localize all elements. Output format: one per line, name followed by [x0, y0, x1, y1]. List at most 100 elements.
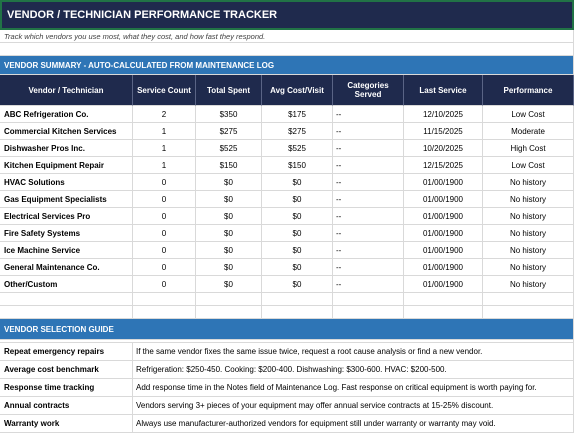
- blank-cell: [0, 306, 133, 319]
- table-cell: --: [333, 106, 404, 123]
- table-cell: 1: [133, 123, 196, 140]
- blank-cell: [404, 306, 483, 319]
- table-cell: 01/00/1900: [404, 242, 483, 259]
- table-cell: $350: [196, 106, 262, 123]
- table-cell: Low Cost: [483, 106, 574, 123]
- table-cell: $175: [262, 106, 333, 123]
- table-cell: 01/00/1900: [404, 259, 483, 276]
- table-cell: 0: [133, 191, 196, 208]
- table-cell: Low Cost: [483, 157, 574, 174]
- vendor-name: Electrical Services Pro: [0, 208, 133, 225]
- vendor-name: Commercial Kitchen Services: [0, 123, 133, 140]
- table-cell: No history: [483, 208, 574, 225]
- blank-cell: [483, 293, 574, 306]
- table-cell: 01/00/1900: [404, 276, 483, 293]
- guide-label: Response time tracking: [0, 379, 133, 397]
- table-cell: 0: [133, 242, 196, 259]
- table-cell: $275: [196, 123, 262, 140]
- table-cell: $0: [196, 259, 262, 276]
- vendor-name: General Maintenance Co.: [0, 259, 133, 276]
- table-cell: 0: [133, 276, 196, 293]
- column-header: Avg Cost/Visit: [262, 75, 333, 106]
- column-header: Service Count: [133, 75, 196, 106]
- table-cell: No history: [483, 259, 574, 276]
- table-cell: No history: [483, 225, 574, 242]
- table-cell: $275: [262, 123, 333, 140]
- table-cell: $0: [262, 276, 333, 293]
- section-header: VENDOR SELECTION GUIDE: [0, 319, 574, 340]
- guide-label: Repeat emergency repairs: [0, 343, 133, 361]
- table-cell: --: [333, 225, 404, 242]
- table-cell: $0: [262, 242, 333, 259]
- guide-label: Warranty work: [0, 415, 133, 433]
- table-cell: --: [333, 123, 404, 140]
- column-header: Total Spent: [196, 75, 262, 106]
- table-cell: No history: [483, 174, 574, 191]
- table-cell: --: [333, 208, 404, 225]
- table-cell: High Cost: [483, 140, 574, 157]
- blank-cell: [262, 293, 333, 306]
- vendor-name: Ice Machine Service: [0, 242, 133, 259]
- table-cell: $150: [196, 157, 262, 174]
- blank-cell: [333, 306, 404, 319]
- table-cell: 12/10/2025: [404, 106, 483, 123]
- guide-label: Annual contracts: [0, 397, 133, 415]
- table-cell: Moderate: [483, 123, 574, 140]
- column-header: Performance: [483, 75, 574, 106]
- table-cell: --: [333, 157, 404, 174]
- table-cell: No history: [483, 242, 574, 259]
- blank-cell: [404, 293, 483, 306]
- table-cell: --: [333, 140, 404, 157]
- table-cell: $0: [262, 225, 333, 242]
- table-cell: $0: [262, 208, 333, 225]
- guide-text: Vendors serving 3+ pieces of your equipm…: [133, 397, 574, 415]
- table-cell: 1: [133, 157, 196, 174]
- guide-text: If the same vendor fixes the same issue …: [133, 343, 574, 361]
- vendor-name: Kitchen Equipment Repair: [0, 157, 133, 174]
- table-cell: 12/15/2025: [404, 157, 483, 174]
- table-cell: $0: [196, 174, 262, 191]
- guide-text: Refrigeration: $250-450. Cooking: $200-4…: [133, 361, 574, 379]
- section-header: VENDOR SUMMARY - AUTO-CALCULATED FROM MA…: [0, 56, 574, 75]
- blank-row: [0, 43, 574, 56]
- table-cell: 01/00/1900: [404, 208, 483, 225]
- guide-label: Average cost benchmark: [0, 361, 133, 379]
- table-cell: --: [333, 276, 404, 293]
- guide-text: Always use manufacturer-authorized vendo…: [133, 415, 574, 433]
- blank-cell: [196, 306, 262, 319]
- blank-cell: [262, 306, 333, 319]
- table-cell: 10/20/2025: [404, 140, 483, 157]
- table-cell: 0: [133, 174, 196, 191]
- table-cell: 01/00/1900: [404, 191, 483, 208]
- table-cell: 0: [133, 259, 196, 276]
- table-cell: 1: [133, 140, 196, 157]
- blank-cell: [483, 306, 574, 319]
- table-cell: $0: [196, 225, 262, 242]
- column-header: Vendor / Technician: [0, 75, 133, 106]
- table-cell: --: [333, 242, 404, 259]
- guide-text: Add response time in the Notes field of …: [133, 379, 574, 397]
- table-cell: 0: [133, 225, 196, 242]
- column-header: Last Service: [404, 75, 483, 106]
- table-cell: No history: [483, 191, 574, 208]
- vendor-name: Dishwasher Pros Inc.: [0, 140, 133, 157]
- table-cell: $0: [196, 191, 262, 208]
- subtitle: Track which vendors you use most, what t…: [0, 30, 574, 43]
- blank-cell: [0, 293, 133, 306]
- table-cell: 0: [133, 208, 196, 225]
- table-cell: $150: [262, 157, 333, 174]
- vendor-name: Other/Custom: [0, 276, 133, 293]
- table-cell: $0: [196, 242, 262, 259]
- table-cell: 01/00/1900: [404, 174, 483, 191]
- table-cell: 2: [133, 106, 196, 123]
- blank-cell: [133, 293, 196, 306]
- table-cell: $525: [262, 140, 333, 157]
- table-cell: --: [333, 191, 404, 208]
- vendor-name: Gas Equipment Specialists: [0, 191, 133, 208]
- blank-cell: [133, 306, 196, 319]
- table-cell: $525: [196, 140, 262, 157]
- column-header: Categories Served: [333, 75, 404, 106]
- vendor-name: Fire Safety Systems: [0, 225, 133, 242]
- table-cell: $0: [262, 174, 333, 191]
- table-cell: No history: [483, 276, 574, 293]
